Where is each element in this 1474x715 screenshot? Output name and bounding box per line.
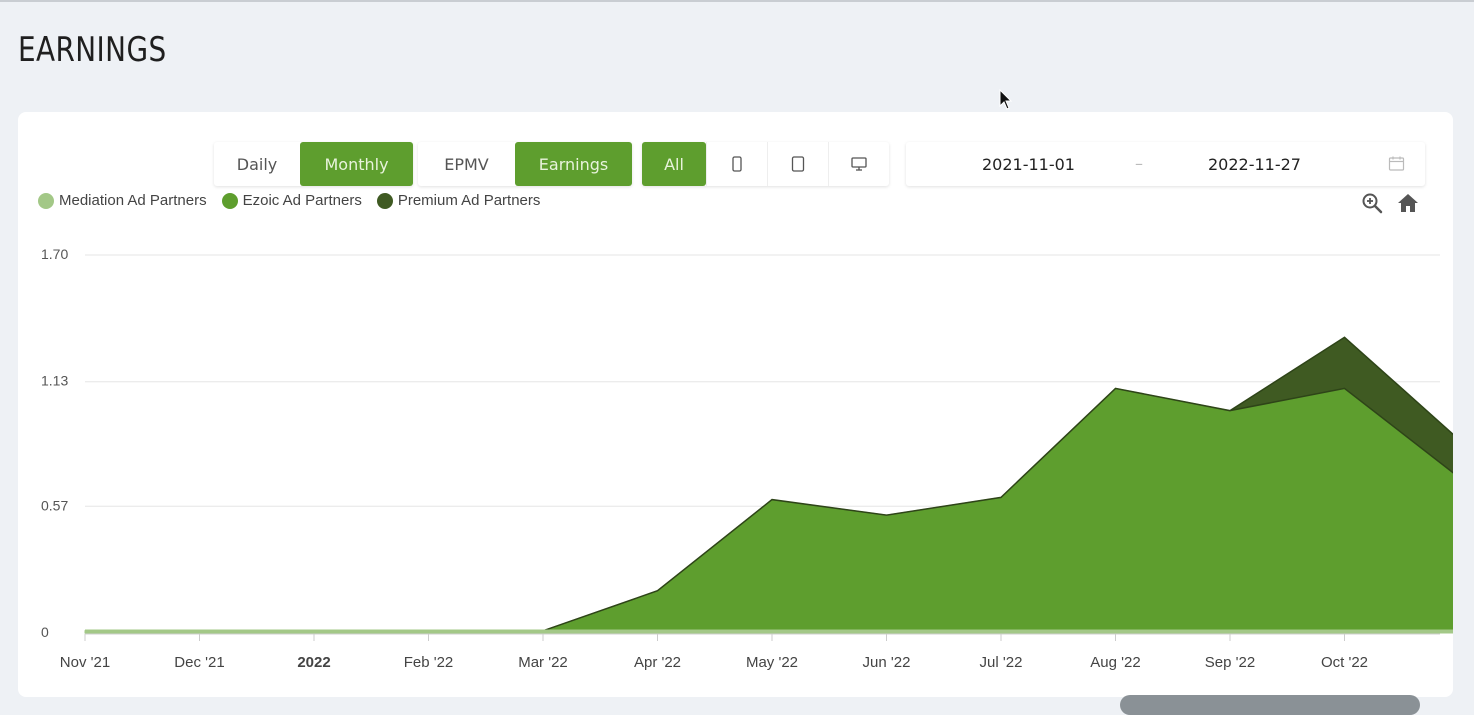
earnings-area-chart: 0 0.57 1.13 1.70 Nov '21 Dec '21 2022 Feb '22 Ma… xyxy=(41,246,1453,671)
all-devices-button[interactable]: All xyxy=(642,142,706,186)
y-tick-label: 1.13 xyxy=(41,373,68,389)
calendar-icon[interactable] xyxy=(1388,155,1405,172)
x-tick-label: Nov '21 xyxy=(60,654,110,671)
period-toggle: Daily Monthly xyxy=(214,142,413,186)
x-tick-label: Apr '22 xyxy=(634,654,681,671)
legend-dot-icon xyxy=(221,192,238,209)
start-date-input[interactable]: 2021-11-01 xyxy=(982,155,1075,174)
date-separator: – xyxy=(1135,154,1143,173)
x-tick-label: Aug '22 xyxy=(1090,654,1140,671)
x-tick-label: Oct '22 xyxy=(1321,654,1368,671)
legend-item-ezoic[interactable]: Ezoic Ad Partners xyxy=(221,192,362,209)
chart-toolbar: Daily Monthly EPMV Earnings All xyxy=(214,142,889,186)
daily-button[interactable]: Daily xyxy=(236,154,278,174)
date-range-picker[interactable]: 2021-11-01 – 2022-11-27 xyxy=(906,142,1425,186)
home-icon[interactable] xyxy=(1396,191,1420,215)
legend-dot-icon xyxy=(376,192,393,209)
earnings-button[interactable]: Earnings xyxy=(515,142,632,186)
mobile-button[interactable] xyxy=(706,142,767,186)
tablet-icon xyxy=(791,156,805,172)
zoom-icon[interactable] xyxy=(1361,192,1383,214)
desktop-icon xyxy=(851,157,867,171)
legend-label: Mediation Ad Partners xyxy=(59,192,207,209)
earnings-chart-card: Daily Monthly EPMV Earnings All 2021-11-… xyxy=(18,112,1453,697)
x-tick-label: Jun '22 xyxy=(863,654,911,671)
x-tick-label: Mar '22 xyxy=(518,654,568,671)
x-tick-label: 2022 xyxy=(297,654,330,671)
x-tick-label: Sep '22 xyxy=(1205,654,1255,671)
legend-item-premium[interactable]: Premium Ad Partners xyxy=(376,192,541,209)
area-ezoic-ad-partners xyxy=(85,387,1453,632)
x-tick-label: Feb '22 xyxy=(404,654,454,671)
legend-item-mediation[interactable]: Mediation Ad Partners xyxy=(38,192,207,209)
chart-legend: Mediation Ad Partners Ezoic Ad Partners … xyxy=(38,192,555,209)
end-date-input[interactable]: 2022-11-27 xyxy=(1208,155,1301,174)
x-tick-label: Jul '22 xyxy=(980,654,1023,671)
desktop-button[interactable] xyxy=(828,142,889,186)
area-premium-ad-partners xyxy=(85,336,1453,632)
scroll-indicator[interactable] xyxy=(1120,695,1420,715)
page-title: EARNINGS xyxy=(18,30,167,70)
metric-toggle: EPMV Earnings xyxy=(418,142,632,186)
x-tick-label: Dec '21 xyxy=(174,654,224,671)
legend-label: Premium Ad Partners xyxy=(397,192,541,209)
x-tick-label: May '22 xyxy=(746,654,798,671)
mouse-cursor-icon xyxy=(999,89,1013,110)
mobile-icon xyxy=(732,156,742,172)
device-toggle: All xyxy=(642,142,889,186)
y-tick-label: 0 xyxy=(41,624,49,640)
y-tick-label: 1.70 xyxy=(41,246,68,262)
epmv-button[interactable]: EPMV xyxy=(444,154,489,174)
y-tick-label: 0.57 xyxy=(41,497,68,513)
tablet-button[interactable] xyxy=(767,142,828,186)
legend-dot-icon xyxy=(38,192,54,209)
monthly-button[interactable]: Monthly xyxy=(300,142,413,186)
legend-label: Ezoic Ad Partners xyxy=(242,192,362,209)
